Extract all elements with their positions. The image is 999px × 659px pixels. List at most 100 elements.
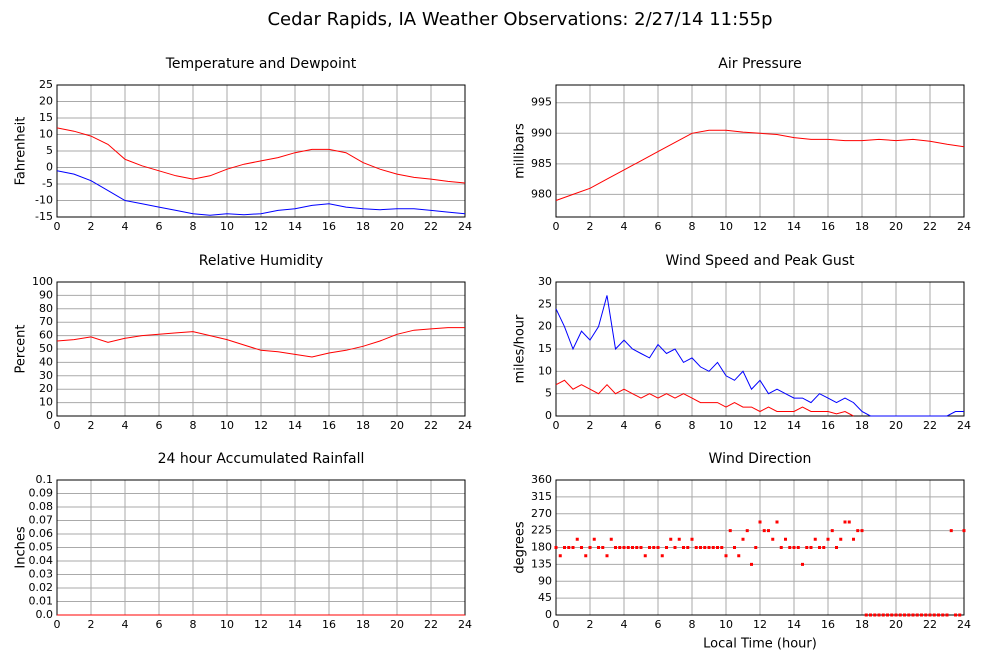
y-axis-label: miles/hour (513, 314, 528, 383)
data-point (860, 529, 864, 533)
x-tick-label: 2 (587, 419, 594, 432)
x-tick-label: 20 (889, 419, 903, 432)
data-point (588, 546, 592, 549)
plot-title: 24 hour Accumulated Rainfall (158, 451, 365, 467)
y-tick-label: 0.0 (36, 608, 54, 621)
y-tick-label: 60 (39, 329, 53, 342)
data-point (669, 537, 673, 541)
x-tick-label: 12 (254, 419, 268, 432)
x-axis-label: Local Time (hour) (703, 637, 817, 652)
x-tick-label: 8 (689, 419, 696, 432)
x-tick-label: 10 (220, 419, 234, 432)
y-axis-label: millibars (513, 123, 528, 179)
y-tick-label: 20 (538, 320, 552, 333)
x-tick-label: 18 (855, 419, 869, 432)
data-point (563, 546, 566, 549)
data-point (805, 546, 809, 549)
data-point (580, 546, 583, 549)
y-tick-label: 270 (531, 507, 552, 520)
x-tick-label: 0 (54, 220, 61, 233)
x-tick-label: 6 (156, 419, 163, 432)
x-tick-label: 16 (322, 419, 336, 432)
data-point (762, 529, 766, 533)
y-tick-label: 25 (39, 78, 53, 91)
data-point (737, 554, 741, 558)
data-point (711, 546, 715, 549)
data-point (771, 537, 775, 541)
x-tick-label: 8 (190, 419, 197, 432)
x-tick-label: 20 (889, 220, 903, 233)
data-point (779, 546, 783, 549)
x-tick-label: 24 (458, 220, 472, 233)
plot-frame (555, 84, 965, 218)
data-point (839, 537, 843, 541)
x-tick-label: 22 (923, 220, 937, 233)
x-tick-label: 4 (122, 419, 129, 432)
y-tick-label: 995 (531, 96, 552, 109)
data-point (716, 546, 719, 549)
x-tick-label: 8 (190, 618, 197, 631)
x-tick-label: 12 (753, 220, 767, 233)
data-point (941, 613, 945, 617)
data-point (720, 546, 724, 549)
y-tick-label: 0 (545, 608, 552, 621)
data-line (56, 127, 466, 184)
data-point (618, 546, 622, 549)
y-tick-label: 5 (46, 144, 53, 157)
data-point (673, 546, 677, 549)
data-point (881, 613, 885, 617)
y-tick-label: 30 (538, 275, 552, 288)
data-line (56, 170, 466, 216)
data-point (728, 529, 732, 533)
data-point (852, 537, 855, 541)
data-point (788, 546, 792, 549)
data-point (869, 613, 872, 617)
data-point (886, 613, 889, 617)
data-point (856, 529, 860, 533)
y-tick-label: 0.02 (29, 581, 54, 594)
data-point (665, 546, 668, 549)
y-tick-label: 180 (531, 541, 552, 554)
y-tick-label: 0 (46, 161, 53, 174)
x-tick-label: 8 (190, 220, 197, 233)
data-point (949, 529, 953, 533)
data-point (605, 554, 609, 558)
x-tick-label: 18 (356, 220, 370, 233)
x-tick-label: 22 (424, 220, 438, 233)
data-point (758, 520, 762, 524)
plot-title: Wind Direction (709, 451, 812, 467)
data-point (733, 546, 736, 549)
x-tick-label: 16 (322, 220, 336, 233)
x-tick-label: 4 (122, 618, 129, 631)
data-point (631, 546, 634, 549)
data-point (745, 529, 749, 533)
x-tick-label: 22 (923, 419, 937, 432)
data-point (567, 546, 571, 549)
data-point (703, 546, 707, 549)
data-point (554, 546, 558, 549)
data-point (945, 613, 949, 617)
data-point (584, 554, 588, 558)
data-point (932, 613, 936, 617)
y-tick-label: 90 (39, 288, 53, 301)
data-point (907, 613, 911, 617)
x-tick-label: 12 (254, 618, 268, 631)
x-tick-label: 6 (655, 220, 662, 233)
y-tick-label: 100 (32, 275, 53, 288)
x-tick-label: 6 (156, 618, 163, 631)
data-point (639, 546, 643, 549)
data-point (575, 537, 579, 541)
y-tick-label: 985 (531, 157, 552, 170)
data-point (648, 546, 651, 549)
data-point (750, 562, 753, 566)
y-tick-label: 15 (538, 342, 552, 355)
y-axis-label: Fahrenheit (14, 117, 29, 186)
x-tick-label: 4 (122, 220, 129, 233)
data-point (830, 529, 834, 533)
data-point (911, 613, 915, 617)
x-tick-label: 0 (553, 419, 560, 432)
x-tick-label: 4 (621, 220, 628, 233)
x-tick-label: 4 (621, 419, 628, 432)
x-tick-label: 18 (855, 220, 869, 233)
